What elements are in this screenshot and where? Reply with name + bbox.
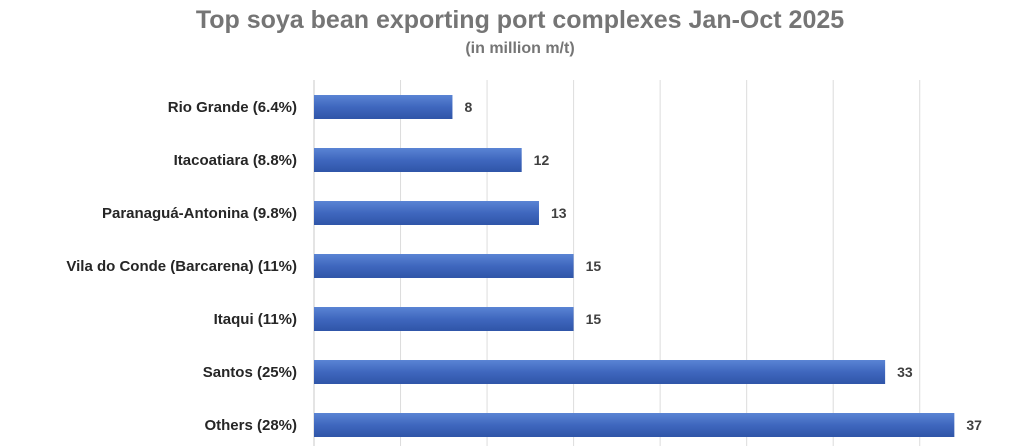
data-label: 33 (897, 364, 913, 380)
category-label: Vila do Conde (Barcarena) (11%) (66, 258, 297, 275)
data-label: 12 (534, 152, 550, 168)
bar (314, 95, 453, 119)
category-label: Rio Grande (6.4%) (168, 99, 297, 116)
data-label: 37 (966, 417, 982, 433)
category-labels: Rio Grande (6.4%) Itacoatiara (8.8%) Paran… (66, 99, 297, 434)
data-label: 8 (464, 99, 472, 115)
bar (314, 360, 886, 384)
data-label: 15 (586, 258, 602, 274)
bars-group (314, 95, 955, 437)
category-label: Others (28%) (204, 417, 297, 434)
bar (314, 148, 522, 172)
bar (314, 201, 539, 225)
category-label: Paranaguá-Antonina (9.8%) (102, 205, 297, 222)
chart-subtitle: (in million m/t) (465, 40, 575, 57)
category-label: Santos (25%) (203, 364, 297, 381)
bar (314, 413, 955, 437)
data-label: 15 (586, 311, 602, 327)
bar (314, 254, 574, 278)
category-label: Itaqui (11%) (214, 311, 297, 328)
chart-title: Top soya bean exporting port complexes J… (195, 6, 845, 34)
bar (314, 307, 574, 331)
category-label: Itacoatiara (8.8%) (174, 152, 297, 169)
data-labels: 8 12 13 15 15 33 37 (464, 99, 982, 433)
data-label: 13 (551, 205, 567, 221)
